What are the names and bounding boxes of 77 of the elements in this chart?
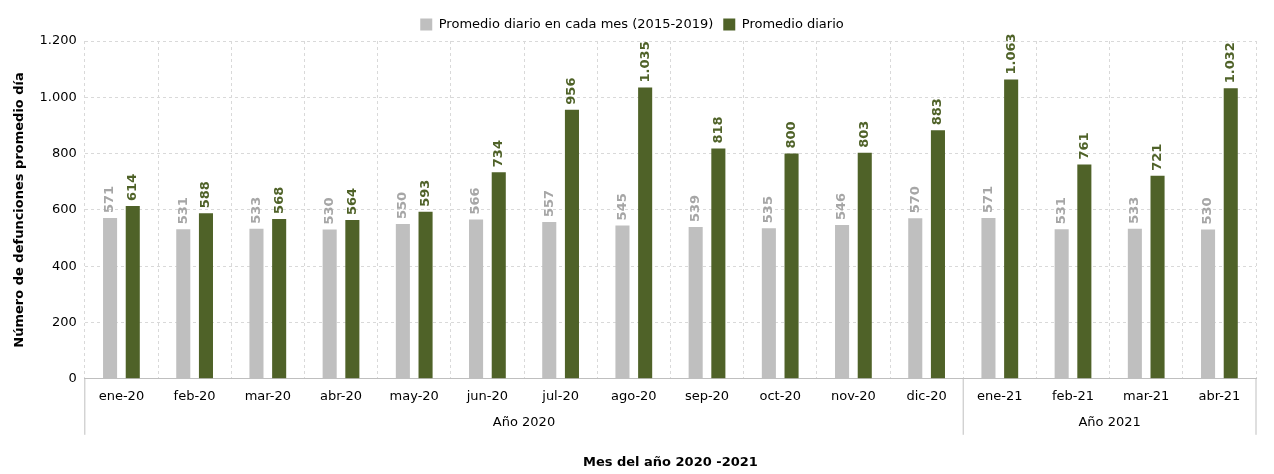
x-tick-label: nov-20 [831, 387, 876, 403]
x-tick-label: feb-20 [173, 387, 216, 403]
bar [1150, 175, 1165, 379]
x-tick-label: jun-20 [465, 387, 509, 403]
data-label: 803 [856, 120, 872, 148]
bar [491, 172, 506, 379]
x-tick-label: mar-21 [1123, 387, 1170, 403]
x-tick-label: feb-21 [1051, 387, 1095, 403]
y-tick-label: 600 [51, 201, 77, 217]
bar [930, 130, 945, 379]
bar [272, 218, 287, 379]
data-label: 530 [321, 197, 337, 225]
data-label: 564 [343, 187, 359, 216]
y-tick-label: 1.200 [39, 32, 77, 48]
data-label: 530 [1199, 197, 1215, 225]
x-tick-label: sep-20 [684, 387, 730, 403]
data-label: 734 [490, 140, 506, 168]
y-tick-label: 0 [68, 370, 77, 386]
y-tick-label: 200 [51, 313, 77, 329]
bar [638, 87, 653, 379]
data-label: 531 [1053, 197, 1069, 225]
text: Año 2020 [492, 414, 556, 430]
bar [198, 213, 213, 379]
x-tick-label: ene-20 [98, 387, 145, 403]
data-label: 550 [394, 191, 410, 219]
data-label: 588 [197, 181, 213, 209]
bar [1223, 88, 1238, 379]
data-label: 571 [101, 185, 117, 214]
y-tick-label: 1.000 [39, 88, 77, 104]
data-label: 614 [124, 173, 140, 201]
x-tick-label: may-20 [389, 387, 439, 403]
data-label: 1.063 [1002, 33, 1018, 75]
data-label: 761 [1075, 132, 1091, 160]
bar [345, 220, 360, 379]
x-tick-label: abr-21 [1198, 387, 1241, 403]
data-label: 956 [563, 77, 579, 105]
data-label: 557 [540, 189, 556, 217]
x-tick-label: ene-21 [977, 387, 1023, 403]
text: Año 2021 [1078, 414, 1141, 430]
data-label: 566 [467, 187, 483, 215]
y-tick-label: 800 [51, 144, 77, 160]
legend-label: Promedio diario en cada mes (2015-2019) [438, 15, 714, 31]
data-label: 535 [760, 196, 776, 224]
data-label: 546 [833, 192, 849, 221]
data-label: 1.035 [636, 41, 652, 83]
y-axis-title: Número de defunciones promedio día [11, 72, 27, 348]
x-tick-label: jul-20 [541, 387, 579, 403]
bar [125, 205, 140, 379]
bar [1004, 79, 1019, 379]
data-label: 593 [416, 179, 432, 207]
x-axis-title: Mes del año 2020 -2021 [582, 453, 758, 469]
data-label: 570 [906, 186, 922, 214]
data-label: 1.032 [1222, 42, 1238, 84]
data-label: 883 [929, 98, 945, 126]
data-label: 545 [613, 193, 629, 221]
x-tick-label: dic-20 [906, 387, 947, 403]
data-label: 721 [1148, 143, 1164, 171]
x-tick-label: ago-20 [610, 387, 657, 403]
bar [711, 148, 726, 379]
y-tick-label: 400 [51, 257, 77, 273]
bar [1077, 164, 1092, 379]
bar [418, 211, 433, 379]
data-label: 533 [1126, 196, 1142, 224]
data-label: 533 [247, 196, 263, 224]
bar [857, 152, 872, 379]
legend-label: Promedio diario [741, 15, 844, 31]
x-tick-label: abr-20 [320, 387, 362, 403]
bar [564, 109, 579, 379]
data-label: 571 [979, 185, 995, 214]
data-label: 539 [687, 194, 703, 223]
data-label: 568 [270, 186, 286, 214]
x-tick-label: oct-20 [759, 387, 801, 403]
x-tick-label: mar-20 [244, 387, 292, 403]
bar [784, 153, 799, 379]
data-label: 531 [174, 197, 190, 225]
data-label: 818 [709, 116, 725, 144]
data-label: 800 [782, 121, 798, 149]
